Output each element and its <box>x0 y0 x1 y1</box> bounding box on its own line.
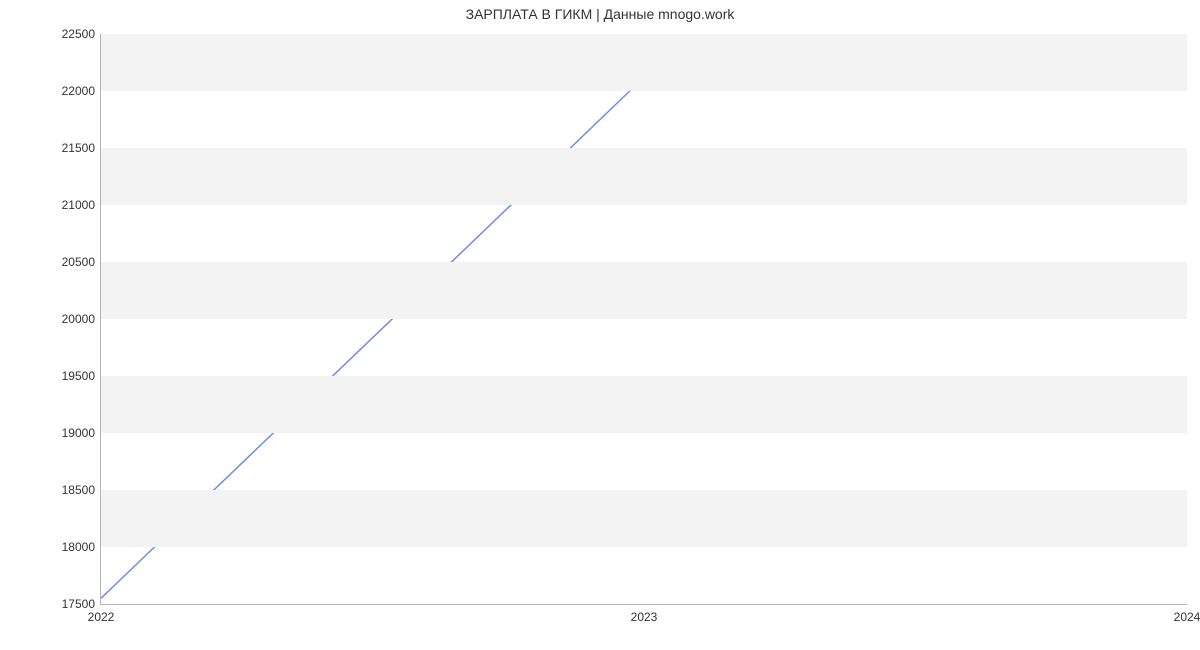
y-tick-label: 19500 <box>62 369 101 383</box>
chart-title: ЗАРПЛАТА В ГИКМ | Данные mnogo.work <box>0 6 1200 22</box>
y-tick-label: 18000 <box>62 540 101 554</box>
grid-band <box>101 376 1187 433</box>
grid-band <box>101 262 1187 319</box>
grid-band <box>101 490 1187 547</box>
y-tick-label: 18500 <box>62 483 101 497</box>
y-tick-label: 19000 <box>62 426 101 440</box>
grid-band <box>101 547 1187 604</box>
y-tick-label: 20000 <box>62 312 101 326</box>
x-tick-label: 2022 <box>88 604 115 624</box>
y-tick-label: 20500 <box>62 255 101 269</box>
grid-band <box>101 319 1187 376</box>
y-tick-label: 21500 <box>62 141 101 155</box>
y-tick-label: 21000 <box>62 198 101 212</box>
y-tick-label: 22500 <box>62 27 101 41</box>
grid-band <box>101 148 1187 205</box>
salary-chart: ЗАРПЛАТА В ГИКМ | Данные mnogo.work 1750… <box>0 0 1200 650</box>
plot-area: 1750018000185001900019500200002050021000… <box>100 34 1187 605</box>
x-tick-label: 2024 <box>1174 604 1200 624</box>
x-tick-label: 2023 <box>631 604 658 624</box>
grid-band <box>101 433 1187 490</box>
grid-band <box>101 205 1187 262</box>
y-tick-label: 22000 <box>62 84 101 98</box>
grid-band <box>101 34 1187 91</box>
grid-band <box>101 91 1187 148</box>
